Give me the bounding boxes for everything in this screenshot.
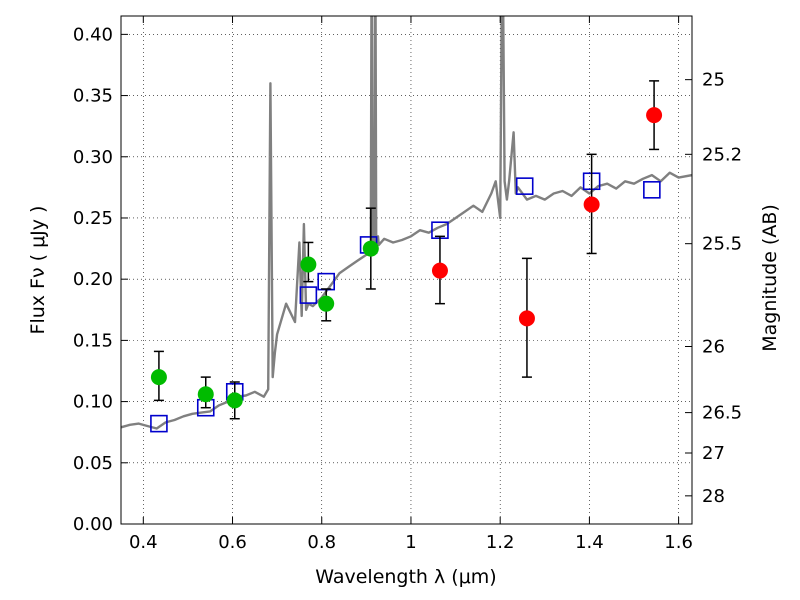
mag-tick-label: 25.2 <box>702 144 742 165</box>
model-photometry-marker <box>643 181 661 199</box>
green-data-point <box>226 392 243 409</box>
mag-tick-label: 25.5 <box>702 234 742 255</box>
sed-line <box>121 16 692 430</box>
mag-tick-label: 27 <box>702 443 725 464</box>
model-photometry-marker <box>317 272 336 291</box>
x-tick-label: 0.6 <box>218 532 247 553</box>
model-photometry-marker <box>515 177 534 195</box>
mag-tick-label: 26.5 <box>702 403 742 424</box>
red-data-point <box>518 310 535 327</box>
y-tick-label: 0.40 <box>73 24 113 45</box>
x-tick-label: 0.4 <box>129 532 158 553</box>
y-tick-label: 0.30 <box>73 147 113 168</box>
y-tick-label: 0.25 <box>73 208 113 229</box>
y-axis-label: Flux Fν ( μJy ) <box>27 206 49 335</box>
green-data-point <box>362 240 379 257</box>
green-data-point <box>300 256 317 273</box>
plot-frame <box>120 15 693 525</box>
x-tick-label: 1.2 <box>486 532 515 553</box>
x-tick-label: 0.8 <box>307 532 336 553</box>
y-tick-label: 0.15 <box>73 330 113 351</box>
red-data-point <box>646 107 663 124</box>
grid-lines <box>121 16 692 525</box>
mag-tick-label: 26 <box>702 337 725 358</box>
y2-axis-label: Magnitude (AB) <box>759 204 781 352</box>
y-tick-label: 0.20 <box>73 269 113 290</box>
x-tick-label: 1 <box>405 532 416 553</box>
y-tick-label: 0.05 <box>73 453 113 474</box>
y-tick-label: 0.35 <box>73 86 113 107</box>
mag-tick-label: 28 <box>702 486 725 507</box>
green-data-point <box>318 295 335 312</box>
axis-ticks: 0.4 0.6 0.8 1 1.2 1.4 1.6 0.00 0.05 0.10 0.15 0.20 0… <box>73 16 742 553</box>
red-data-point <box>583 196 600 213</box>
green-data-point <box>197 386 214 403</box>
y-tick-label: 0.00 <box>73 514 113 535</box>
x-tick-label: 1.4 <box>575 532 604 553</box>
x-axis-label: Wavelength λ (μm) <box>315 566 496 588</box>
y-tick-label: 0.10 <box>73 392 113 413</box>
x-tick-label: 1.6 <box>664 532 693 553</box>
model-photometry-marker <box>299 286 318 304</box>
model-photometry-marker <box>150 414 168 433</box>
green-data-point <box>150 369 167 386</box>
mag-tick-label: 25 <box>702 70 725 91</box>
plot-area <box>121 16 692 433</box>
red-data-point <box>431 262 448 279</box>
